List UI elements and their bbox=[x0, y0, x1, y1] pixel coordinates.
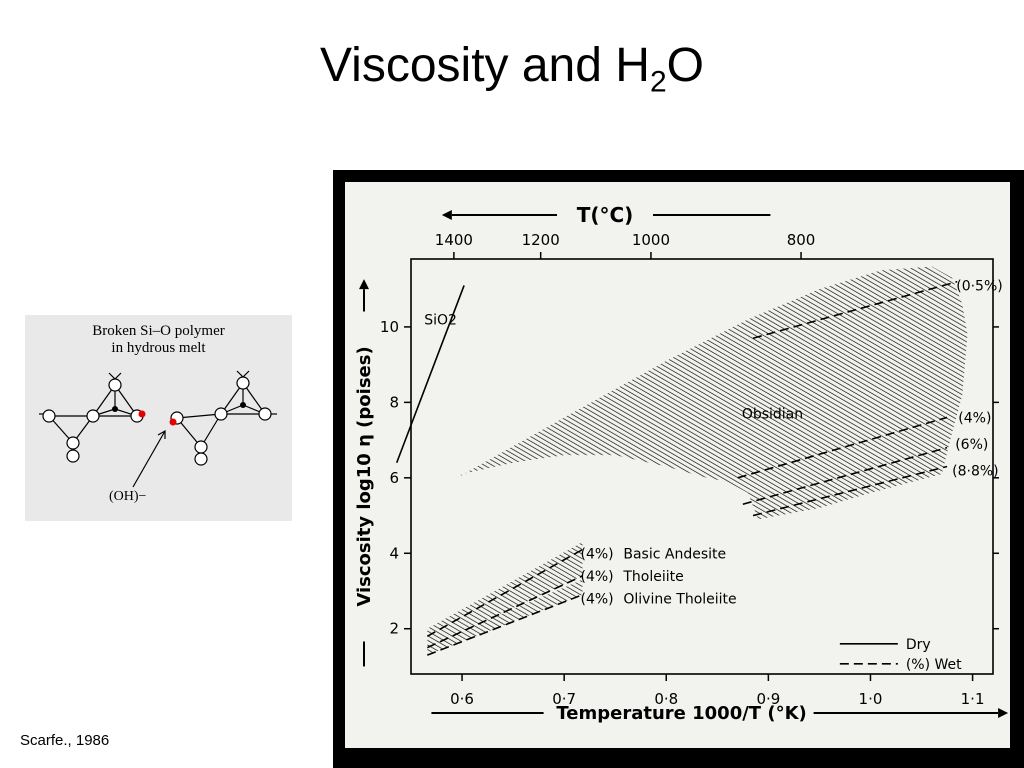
title-subscript: 2 bbox=[649, 65, 667, 99]
x-tick-label: 0·7 bbox=[552, 690, 576, 708]
series-line-sio2 bbox=[395, 285, 465, 464]
annotation-4: (4%) bbox=[958, 410, 991, 426]
viscosity-figure: 0·6 0·7 0·8 0·9 1·0 1·1 2 4 6 8 10 1400 1200 1000 800 T… bbox=[333, 170, 1024, 768]
viscosity-chart: 0·6 0·7 0·8 0·9 1·0 1·1 2 4 6 8 10 1400 1200 1000 800 T… bbox=[354, 203, 1009, 724]
y-tick-label: 10 bbox=[380, 318, 399, 336]
x-tick-label: 1·1 bbox=[961, 690, 985, 708]
series-line-tholeiite-4 bbox=[427, 575, 583, 649]
region-basic-andesite bbox=[427, 541, 583, 648]
x-tick-label: 1·0 bbox=[859, 690, 883, 708]
diagram-caption-line1: Broken Si–O polymer bbox=[92, 323, 225, 339]
diagram-caption-line2: in hydrous melt bbox=[111, 340, 206, 356]
annotation-olivine-tholeiite: Olivine Tholeiite bbox=[623, 592, 736, 608]
figure-paper: 0·6 0·7 0·8 0·9 1·0 1·1 2 4 6 8 10 1400 1200 1000 800 T… bbox=[345, 182, 1010, 748]
top-axis-arrowhead bbox=[441, 210, 452, 220]
annotation-4: (4%) bbox=[580, 592, 613, 608]
x-tick-label: 0·9 bbox=[756, 690, 780, 708]
series-line-obsidian-6 bbox=[742, 446, 948, 505]
top-axis-label: T(°C) bbox=[577, 203, 634, 227]
si-o-polymer-diagram: Broken Si–O polymer in hydrous melt bbox=[25, 315, 292, 521]
annotation-0-5: (0·5%) bbox=[956, 278, 1003, 294]
x-tick-label: 0·8 bbox=[654, 690, 678, 708]
hydroxyl-dot-left bbox=[138, 410, 146, 418]
hydroxyl-label: (OH)− bbox=[109, 489, 147, 504]
series-line-obsidian-4 bbox=[737, 416, 948, 479]
series-line-obsidian-0-5 bbox=[752, 280, 958, 339]
annotation-8-8: (8·8%) bbox=[952, 463, 999, 479]
hydroxyl-dot-right bbox=[169, 418, 177, 426]
region-obsidian bbox=[456, 266, 968, 520]
region-tholeiite bbox=[427, 579, 583, 656]
top-tick-label: 1200 bbox=[522, 231, 560, 249]
series-line-obsidian-8-8 bbox=[752, 465, 948, 517]
top-tick-label: 800 bbox=[787, 231, 816, 249]
molecule-drawing bbox=[39, 370, 277, 488]
diagram-caption: Broken Si–O polymer in hydrous melt bbox=[25, 323, 292, 357]
x-axis-label: Temperature 1000/T (°K) bbox=[556, 703, 806, 724]
top-tick-label: 1400 bbox=[435, 231, 473, 249]
series-line-basic-andesite-4 bbox=[426, 548, 583, 637]
y-tick-label: 2 bbox=[389, 620, 399, 638]
title-suffix: O bbox=[666, 39, 704, 92]
annotation-sio2: SiO2 bbox=[424, 312, 457, 328]
citation: Scarfe., 1986 bbox=[20, 732, 110, 749]
annotation-4: (4%) bbox=[580, 546, 613, 562]
legend-label-dry: Dry bbox=[906, 637, 931, 653]
legend-label-wet: (%) Wet bbox=[906, 657, 962, 673]
title-text: Viscosity and H bbox=[320, 39, 650, 92]
x-axis-arrowhead bbox=[998, 708, 1009, 718]
annotation-6: (6%) bbox=[955, 437, 988, 453]
annotation-4: (4%) bbox=[580, 569, 613, 585]
y-axis-label: Viscosity log10 η (poises) bbox=[354, 346, 375, 606]
annotation-obsidian: Obsidian bbox=[742, 407, 803, 423]
annotation-basic-andesite: Basic Andesite bbox=[623, 546, 726, 562]
y-axis-arrowhead bbox=[359, 279, 369, 290]
y-tick-label: 4 bbox=[389, 544, 399, 562]
y-tick-label: 6 bbox=[389, 469, 399, 487]
x-tick-label: 0·6 bbox=[450, 690, 474, 708]
slide-title: Viscosity and H2O bbox=[0, 38, 1024, 100]
annotation-tholeiite: Tholeiite bbox=[622, 569, 683, 585]
top-tick-label: 1000 bbox=[632, 231, 670, 249]
plot-frame bbox=[410, 258, 994, 675]
y-tick-label: 8 bbox=[389, 393, 399, 411]
